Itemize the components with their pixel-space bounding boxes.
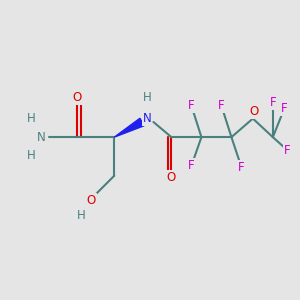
Text: N: N: [37, 130, 45, 144]
Text: F: F: [238, 160, 245, 174]
Text: O: O: [73, 91, 82, 103]
Text: F: F: [188, 159, 195, 172]
Text: H: H: [27, 112, 36, 125]
Text: O: O: [250, 105, 259, 118]
Text: F: F: [218, 99, 225, 112]
Text: N: N: [143, 112, 152, 125]
Text: O: O: [167, 171, 176, 184]
Text: O: O: [87, 194, 96, 206]
Polygon shape: [114, 118, 144, 137]
Text: F: F: [284, 143, 290, 157]
Text: H: H: [77, 209, 86, 222]
Text: F: F: [281, 102, 288, 115]
Text: H: H: [27, 149, 36, 162]
Text: F: F: [188, 99, 195, 112]
Text: F: F: [269, 96, 276, 110]
Text: H: H: [143, 91, 152, 103]
